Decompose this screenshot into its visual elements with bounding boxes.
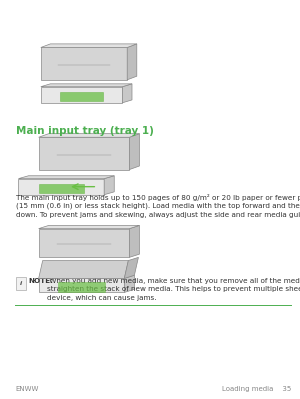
Polygon shape <box>124 275 134 292</box>
Polygon shape <box>127 44 137 80</box>
Polygon shape <box>129 225 140 257</box>
Polygon shape <box>19 179 104 195</box>
Polygon shape <box>41 47 127 80</box>
Polygon shape <box>41 44 137 47</box>
Text: i: i <box>20 281 22 286</box>
Text: ENWW: ENWW <box>15 386 38 392</box>
Polygon shape <box>129 134 140 170</box>
Polygon shape <box>39 184 84 193</box>
Polygon shape <box>39 279 124 292</box>
Polygon shape <box>39 225 140 229</box>
Polygon shape <box>104 176 114 195</box>
Polygon shape <box>58 282 105 292</box>
Polygon shape <box>39 134 140 137</box>
Text: Loading media    35: Loading media 35 <box>222 386 291 392</box>
Polygon shape <box>39 261 128 279</box>
Polygon shape <box>60 92 103 101</box>
Polygon shape <box>41 87 122 103</box>
Text: When you add new media, make sure that you remove all of the media from the inpu: When you add new media, make sure that y… <box>47 278 300 300</box>
Polygon shape <box>39 137 129 170</box>
Polygon shape <box>19 176 114 179</box>
FancyBboxPatch shape <box>16 277 26 290</box>
Polygon shape <box>124 257 138 279</box>
Polygon shape <box>41 84 132 87</box>
Polygon shape <box>122 84 132 103</box>
Text: NOTE:: NOTE: <box>28 278 53 284</box>
Text: Main input tray (tray 1): Main input tray (tray 1) <box>16 126 154 136</box>
Polygon shape <box>39 229 129 257</box>
Text: The main input tray holds up to 150 pages of 80 g/m² or 20 lb paper or fewer pag: The main input tray holds up to 150 page… <box>16 194 300 217</box>
